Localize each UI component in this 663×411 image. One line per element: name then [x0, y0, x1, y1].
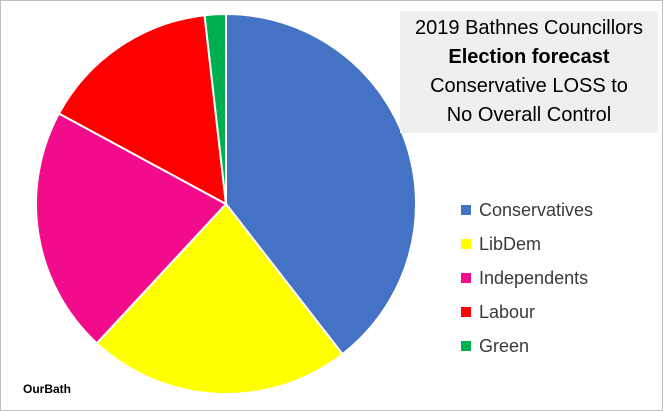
legend-swatch-labour: [461, 307, 471, 317]
legend-item-labour: Labour: [461, 295, 593, 329]
pie-slice-independents: [35, 112, 228, 345]
legend-label-green: Green: [479, 335, 530, 356]
legend-item-green: Green: [461, 329, 593, 363]
pie-slice-libdem: [95, 202, 344, 395]
title-line-3: Conservative LOSS to: [430, 75, 628, 97]
credit-label: OurBath: [23, 382, 71, 396]
legend-swatch-conservatives: [461, 205, 471, 215]
legend-label-labour: Labour: [479, 301, 536, 322]
title-box: 2019 Bathnes Councillors Election foreca…: [400, 11, 658, 133]
title-line-4: No Overall Control: [446, 104, 612, 126]
legend-swatch-independents: [461, 273, 471, 283]
legend-item-conservatives: Conservatives: [461, 193, 593, 227]
legend-swatch-libdem: [461, 239, 471, 249]
title-line-2: Election forecast: [448, 46, 610, 68]
legend-swatch-green: [461, 341, 471, 351]
legend-label-independents: Independents: [479, 267, 589, 288]
legend-label-libdem: LibDem: [479, 233, 542, 254]
legend: Conservatives LibDem Independents Labour…: [461, 193, 593, 363]
legend-label-conservatives: Conservatives: [479, 199, 594, 220]
legend-item-independents: Independents: [461, 261, 593, 295]
pie-slice-conservatives: [225, 12, 417, 356]
title-line-1: 2019 Bathnes Councillors: [415, 17, 643, 39]
pie-slice-labour: [57, 14, 228, 206]
legend-item-libdem: LibDem: [461, 227, 593, 261]
pie-slice-green: [203, 12, 227, 205]
